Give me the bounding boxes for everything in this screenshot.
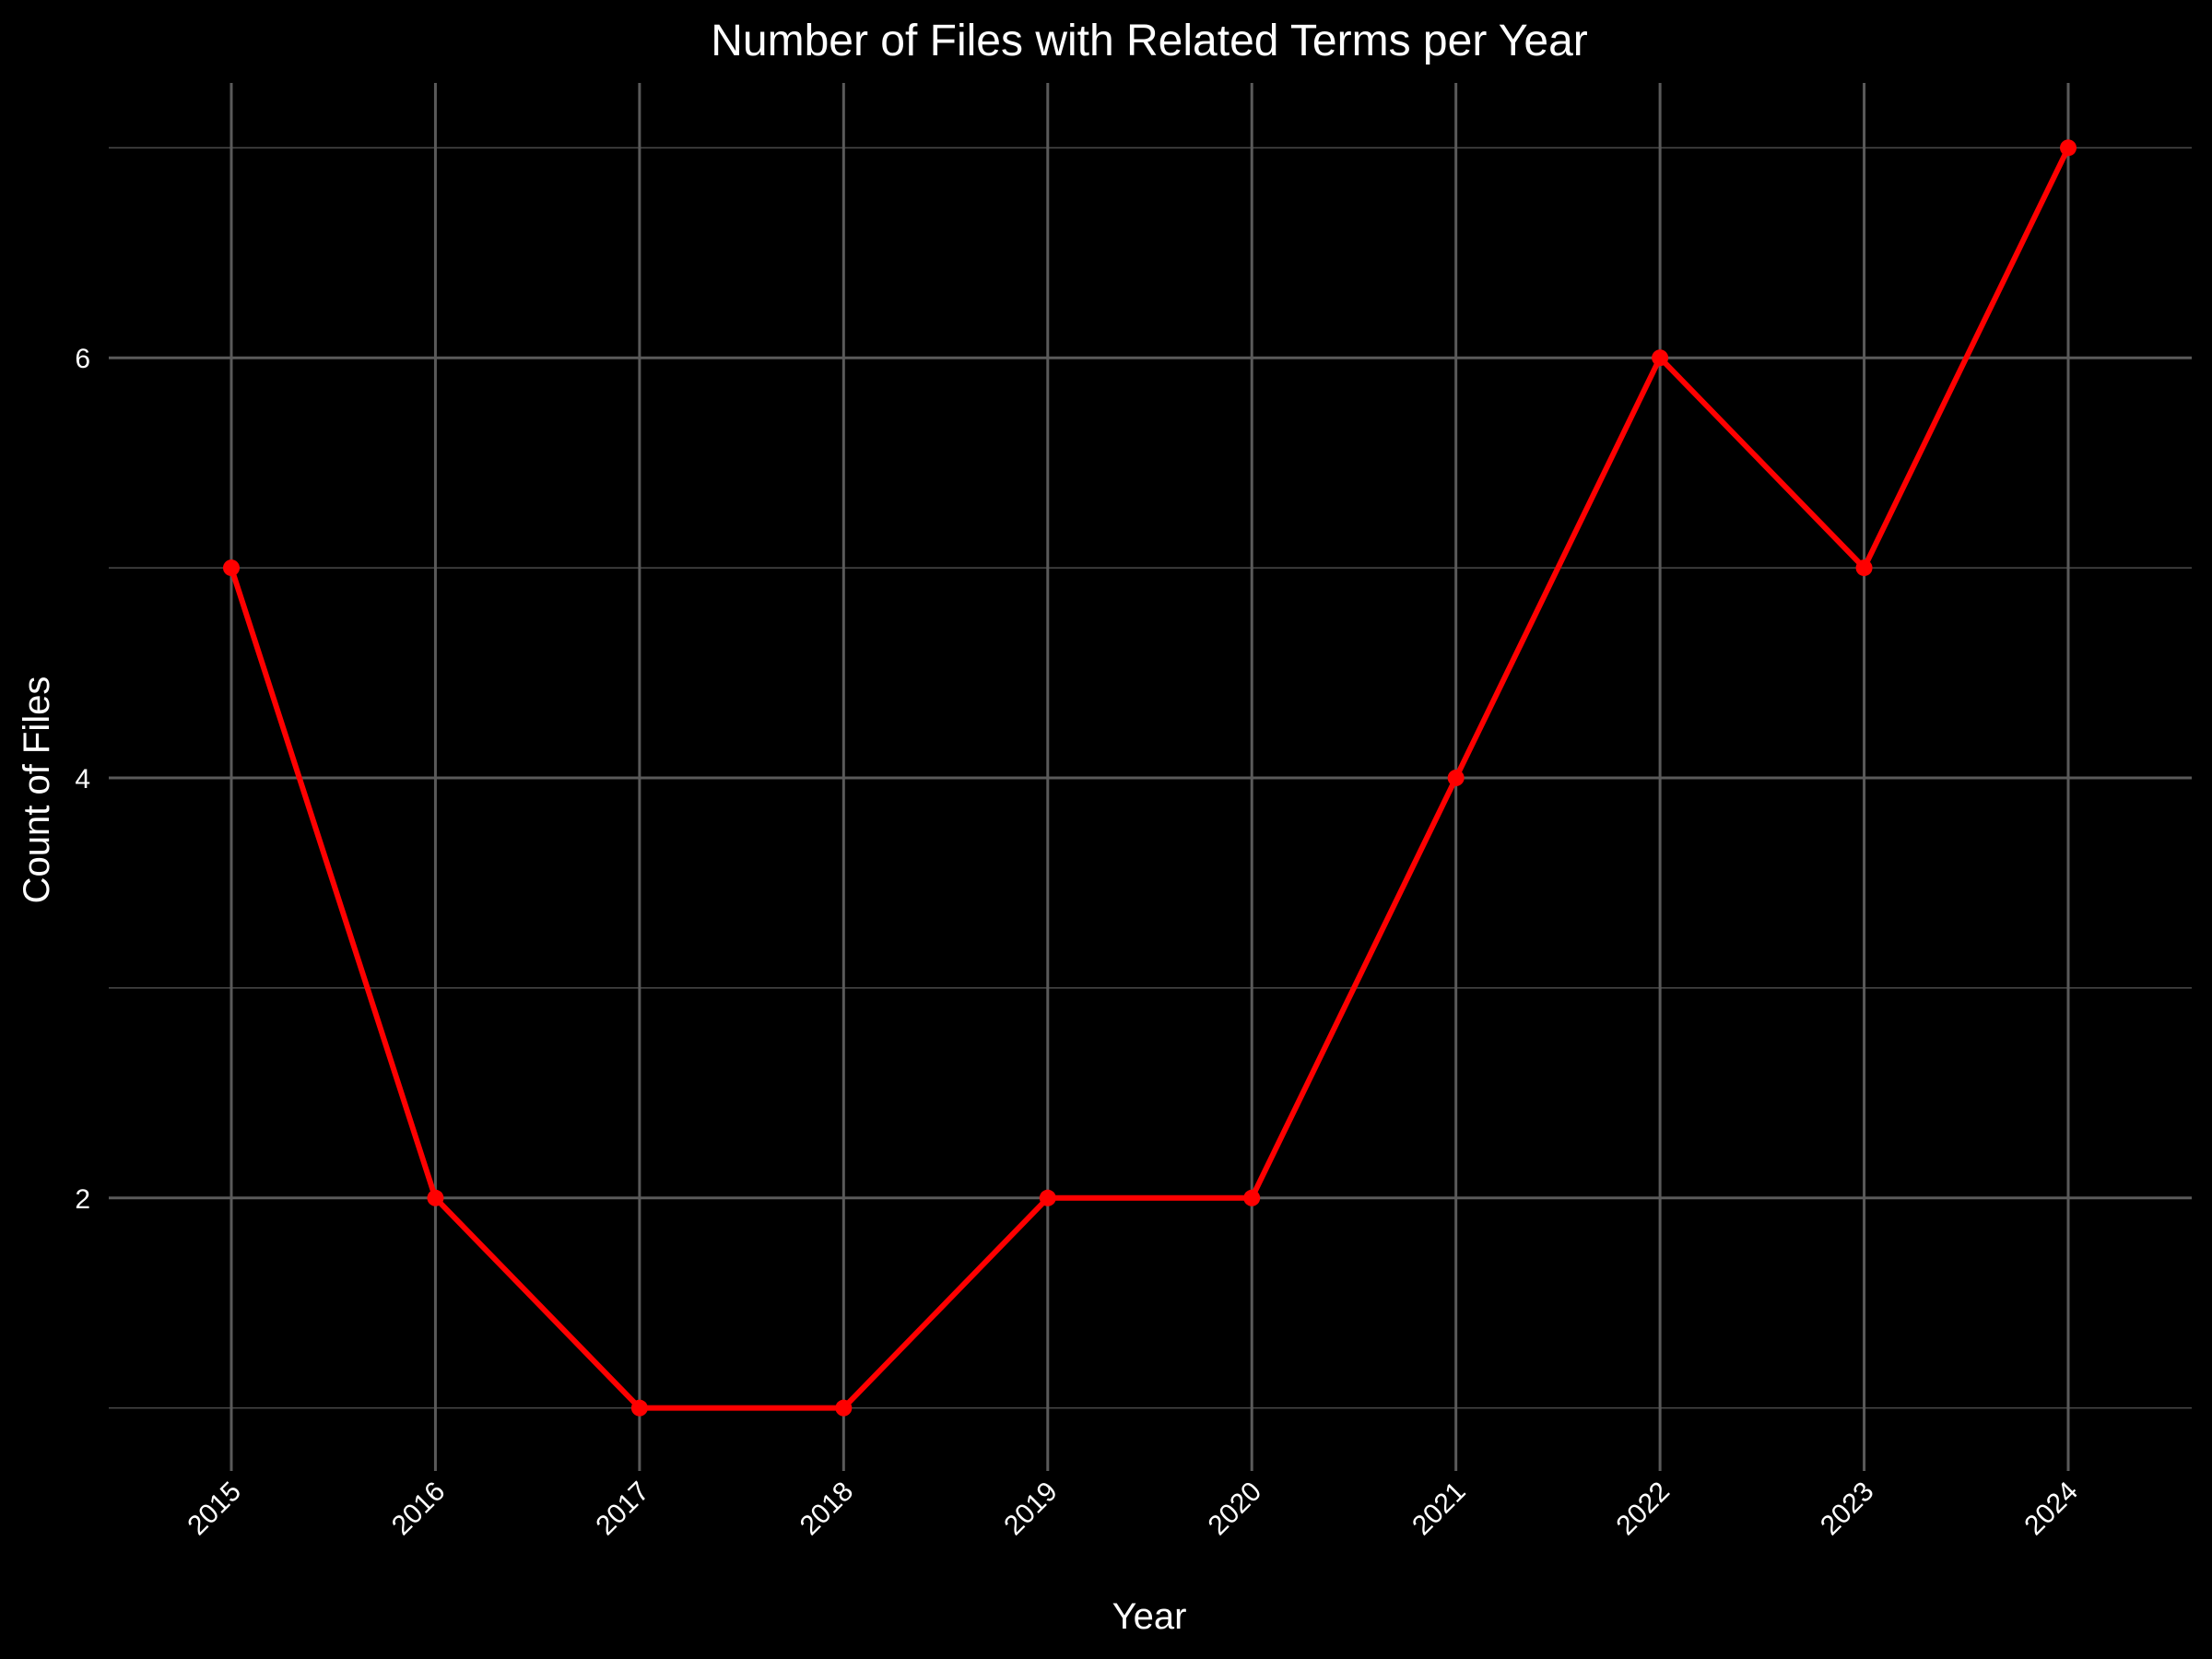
x-axis-title: Year (1112, 1596, 1187, 1637)
data-point (835, 1399, 853, 1417)
y-tick-label: 4 (75, 764, 90, 794)
data-points (223, 139, 2077, 1417)
data-point (427, 1189, 444, 1206)
minor-gridlines (109, 147, 2192, 1409)
data-point (1039, 1189, 1056, 1206)
data-point (1855, 559, 1873, 577)
chart-title: Number of Files with Related Terms per Y… (711, 17, 1588, 65)
y-tick-label: 2 (75, 1184, 90, 1215)
data-point (223, 559, 240, 577)
data-series (229, 145, 2071, 1411)
series-line (229, 145, 2071, 1411)
data-point (1447, 770, 1465, 786)
y-axis-title: Count of Files (17, 677, 57, 904)
y-axis-tick-labels: 2 4 6 (75, 344, 90, 1215)
data-point (1243, 1189, 1261, 1206)
data-point (1652, 349, 1669, 367)
y-tick-label: 6 (75, 344, 90, 374)
data-point (630, 1399, 648, 1417)
data-point (2060, 139, 2077, 157)
